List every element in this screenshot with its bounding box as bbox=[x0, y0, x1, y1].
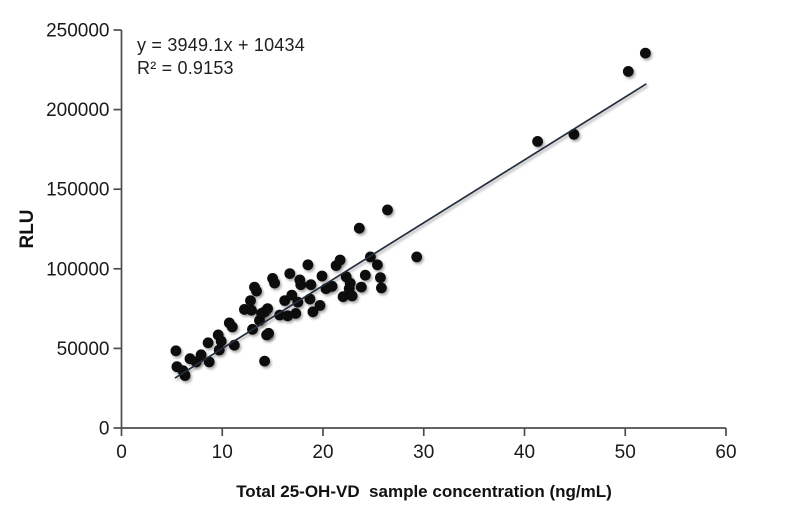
trendline bbox=[174, 83, 647, 379]
scatter-point bbox=[246, 304, 257, 316]
scatter-point bbox=[262, 303, 273, 314]
scatter-point bbox=[326, 280, 338, 292]
scatter-point bbox=[532, 136, 543, 147]
scatter-point bbox=[251, 285, 262, 297]
scatter-point bbox=[372, 259, 383, 271]
trendline-annotation: y = 3949.1x + 10434 R² = 0.9153 bbox=[137, 34, 305, 80]
scatter-point bbox=[376, 282, 387, 294]
scatter-point bbox=[284, 268, 296, 279]
scatter-point bbox=[282, 310, 294, 322]
scatter-point bbox=[286, 289, 298, 301]
scatter-point bbox=[622, 66, 634, 77]
scatter-point bbox=[226, 321, 238, 333]
scatter-point bbox=[640, 47, 651, 59]
x-tick-label: 40 bbox=[514, 442, 535, 463]
scatter-point bbox=[344, 277, 356, 289]
y-tick-label: 200000 bbox=[46, 100, 109, 121]
x-tick-label: 0 bbox=[116, 442, 127, 463]
y-tick-label: 50000 bbox=[57, 339, 110, 360]
scatter-point bbox=[359, 269, 371, 281]
scatter-point bbox=[337, 291, 349, 303]
x-tick-label: 50 bbox=[615, 442, 636, 463]
scatter-point bbox=[382, 204, 393, 216]
scatter-point bbox=[263, 327, 274, 339]
y-tick-label: 150000 bbox=[46, 180, 109, 201]
y-tick-label: 100000 bbox=[46, 259, 109, 280]
scatter-point bbox=[346, 290, 358, 302]
scatter-point bbox=[355, 281, 367, 293]
x-axis-title: Total 25-OH-VD sample concentration (ng/… bbox=[236, 482, 612, 501]
scatter-point bbox=[215, 335, 227, 347]
trendline-group bbox=[174, 83, 647, 379]
scatter-point bbox=[269, 277, 280, 289]
scatter-point bbox=[245, 295, 256, 306]
scatter-point bbox=[170, 345, 182, 357]
scatter-point bbox=[353, 222, 365, 234]
scatter-point bbox=[274, 309, 286, 321]
scatter-point bbox=[195, 349, 207, 361]
y-tick-label: 250000 bbox=[46, 21, 109, 42]
trendline-equation: y = 3949.1x + 10434 bbox=[137, 35, 305, 55]
scatter-point bbox=[307, 306, 319, 318]
scatter-point bbox=[314, 300, 326, 311]
scatter-point bbox=[411, 251, 423, 263]
scatter-point bbox=[305, 279, 317, 291]
scatter-point bbox=[259, 355, 270, 367]
axes-group: 0 10 20 30 40 50 60 0 50000 100000 150000 200000 250… bbox=[46, 21, 736, 464]
x-tick-label: 60 bbox=[715, 442, 736, 463]
scatter-point bbox=[202, 337, 214, 349]
scatter-point bbox=[316, 270, 328, 282]
x-tick-label: 10 bbox=[212, 442, 233, 463]
y-tick-label: 0 bbox=[99, 419, 110, 440]
x-tick-label: 30 bbox=[413, 442, 434, 463]
y-axis-title: RLU bbox=[17, 209, 38, 249]
scatter-point bbox=[302, 259, 314, 271]
scatter-point bbox=[375, 272, 386, 283]
r-squared-value: R² = 0.9153 bbox=[137, 58, 234, 78]
points-group bbox=[170, 47, 651, 381]
scatter-point bbox=[334, 254, 346, 266]
scatter-point bbox=[290, 308, 302, 319]
scatter-point bbox=[295, 279, 307, 291]
x-tick-label: 20 bbox=[312, 442, 333, 463]
